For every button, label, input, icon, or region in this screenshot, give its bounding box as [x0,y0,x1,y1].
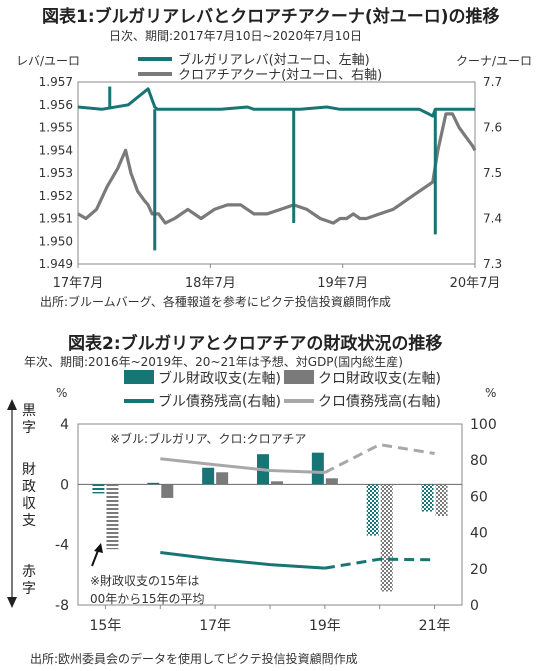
chart1-right-tick-label: 7.5 [483,166,502,180]
chart2-right-tick-label: 80 [470,453,488,469]
chart2-legend-label: クロ財政収支(左軸) [318,371,441,387]
chart2-x-tick-label: 15年 [90,618,122,634]
chart2-left-tick-label: 0 [60,477,69,493]
chart1-frame [77,81,476,265]
bulgaria-fiscal-balance-bar [311,452,324,485]
chart2-legend-label: ブル債務残高(右軸) [158,393,281,410]
chart2-legend-swatch [284,370,314,384]
bulgaria-fiscal-balance-bar [147,482,160,485]
chart2-x-tick-label: 21年 [419,618,451,634]
note-15-line2: 00年から15年の平均 [90,592,205,606]
chart1-right-axis-unit: クーナ/ユーロ [456,54,533,68]
chart1-x-tick-label: 20年7月 [450,276,501,291]
chart1-left-tick-label: 1.956 [39,98,73,112]
croatia-fiscal-balance-bar [435,484,448,517]
chart2-title: 図表2:ブルガリアとクロアチアの財政状況の推移 [68,334,443,354]
chart2-legend-label: ブル財政収支(左軸) [158,370,281,387]
bulgaria-fiscal-balance-bar [366,484,379,536]
croatian-kuna-line [77,112,477,225]
chart2-left-tick-label: 4 [60,417,69,433]
chart1-left-tick-label: 1.949 [39,257,73,271]
chart1-x-tick-label: 17年7月 [53,276,104,291]
bulgaria-debt-line [160,551,325,570]
chart2-left-tick-label: -8 [55,598,69,614]
chart2-subtitle: 年次、期間:2016年~2019年、20~21年は予想、対GDP(国内総生産) [24,355,403,369]
chart1-subtitle: 日次、期間:2017年7月10日~2020年7月10日 [109,29,362,43]
chart1-legend-label: クロアチアクーナ(対ユーロ、右軸) [178,68,382,83]
chart2-source: 出所:欧州委員会のデータを使用してピクテ投信投資顧問作成 [30,652,358,666]
croatia-fiscal-balance-bar [325,478,338,485]
chart2-right-tick-label: 40 [470,526,488,542]
note-15-line1: ※財政収支の15年は [90,574,200,588]
chart1-left-tick-label: 1.951 [39,212,73,226]
chart1-right-tick-label: 7.7 [483,75,502,89]
bulgaria-debt-line-forecast [324,557,435,570]
bulgaria-fiscal-balance-bar [421,484,434,512]
side-arrow-up-icon [7,399,17,410]
chart2-right-tick-label: 100 [470,417,497,433]
chart1-left-tick-label: 1.950 [39,234,73,248]
chart2-legend-swatch [124,370,154,384]
note-pointer-arrow-icon [94,543,103,553]
side-arrow-down-icon [7,597,17,608]
croatia-fiscal-balance-bar [216,472,229,485]
bulgaria-fiscal-balance-bar [202,467,215,485]
chart1-x-tick-label: 18年7月 [185,276,236,291]
side-label-deficit: 赤字 [22,564,36,597]
chart1-plot: 1.949 1.950 1.951 1.952 1.953 1.954 1.955 1.956… [39,52,502,291]
side-label-surplus: 黒字 [22,403,36,436]
chart1-source: 出所:ブルームバーグ、各種報道を参考にピクテ投信投資顧問作成 [40,295,391,309]
note-countries: ※ブル:ブルガリア、クロ:クロアチア [110,432,307,446]
croatia-fiscal-balance-bar [380,484,393,592]
bulgarian-lev-line [77,87,475,118]
croatia-fiscal-balance-bar [271,481,283,485]
chart1-legend-label: ブルガリアレバ(対ユーロ、左軸) [178,52,370,68]
chart2-frame [77,423,463,606]
chart2-legend-label: クロ債務残高(右軸) [318,393,441,410]
bulgaria-fiscal-balance-bar [92,484,105,494]
chart2-right-tick-label: 60 [470,489,488,505]
chart2-right-tick-label: 0 [470,598,479,614]
chart1-left-tick-label: 1.952 [39,189,73,203]
chart2-x-tick-label: 19年 [309,618,341,634]
chart1-x-tick-label: 19年7月 [317,276,368,291]
chart1-left-tick-label: 1.955 [39,121,73,135]
chart1-left-axis-unit: レバ/ユーロ [16,54,81,68]
side-label-fiscal-balance: 財政収支 [22,462,36,529]
chart1-left-tick-label: 1.957 [39,75,73,89]
chart1-right-tick-label: 7.3 [483,257,502,271]
chart2-left-tick-label: -4 [55,538,69,554]
chart1-title: 図表1:ブルガリアレバとクロアチアクーナ(対ユーロ)の推移 [42,7,500,27]
chart1-left-tick-label: 1.953 [39,166,73,180]
chart2-right-axis-unit: % [485,386,497,400]
chart2-left-axis-unit: % [56,386,68,400]
chart2-right-tick-label: 20 [470,562,488,578]
chart1-right-tick-label: 7.4 [483,212,502,226]
croatia-fiscal-balance-bar [161,484,174,498]
chart1-right-tick-label: 7.6 [483,121,502,135]
croatia-fiscal-balance-bar [106,484,119,550]
chart2-x-tick-label: 17年 [199,618,231,634]
croatia-debt-line [160,457,325,474]
croatia-debt-line-forecast [324,443,435,474]
chart1-left-tick-label: 1.954 [39,143,73,157]
